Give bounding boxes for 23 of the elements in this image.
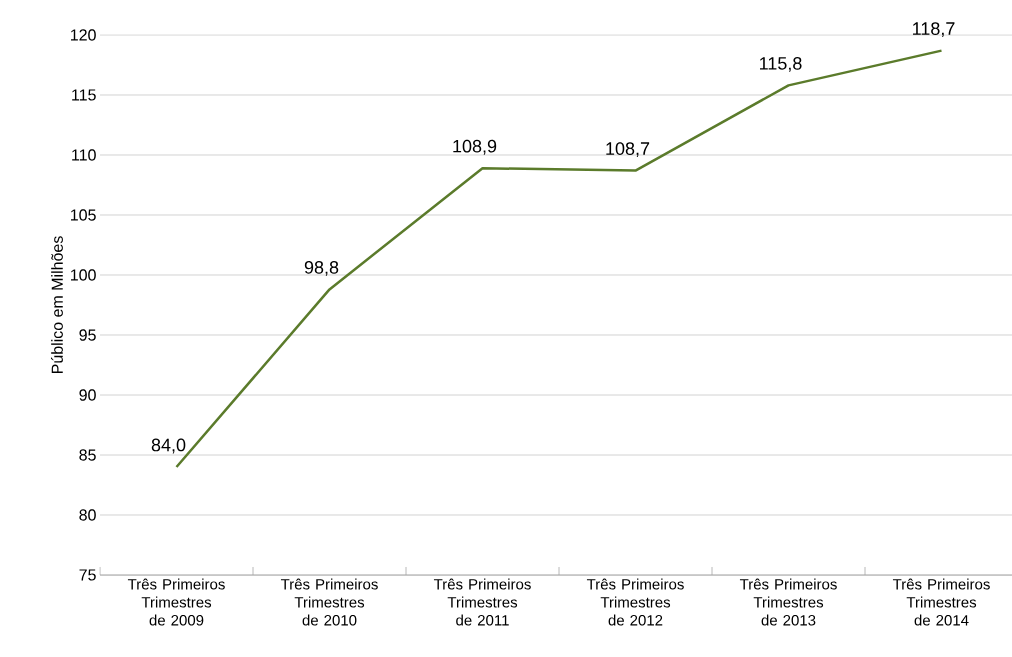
data-label: 115,8 — [760, 56, 802, 72]
data-label: 108,7 — [606, 142, 650, 158]
x-tick-label: Três Primeiros Trimestres de 2014 — [892, 578, 990, 626]
data-label: 118,7 — [913, 22, 955, 38]
y-tick-label: 115 — [72, 89, 96, 101]
y-tick-label: 80 — [79, 509, 96, 521]
y-tick-label: 105 — [71, 209, 96, 221]
x-tick-label: Três Primeiros Trimestres de 2010 — [280, 578, 378, 626]
data-label: 84,0 — [151, 438, 186, 454]
data-label: 98,8 — [304, 260, 339, 276]
y-tick-label: 85 — [79, 449, 96, 461]
data-label: 108,9 — [453, 139, 497, 155]
y-tick-label: 95 — [79, 329, 96, 341]
y-axis-title: Público em Milhões — [50, 236, 63, 374]
y-tick-label: 120 — [71, 29, 96, 41]
y-tick-label: 110 — [72, 149, 96, 161]
x-tick-label: Três Primeiros Trimestres de 2009 — [127, 578, 225, 626]
x-tick-label: Três Primeiros Trimestres de 2012 — [586, 578, 684, 626]
y-tick-label: 90 — [79, 389, 96, 401]
x-tick-label: Três Primeiros Trimestres de 2013 — [739, 578, 837, 626]
y-tick-label: 75 — [79, 569, 96, 581]
x-tick-label: Três Primeiros Trimestres de 2011 — [433, 578, 531, 626]
y-tick-label: 100 — [71, 269, 96, 281]
